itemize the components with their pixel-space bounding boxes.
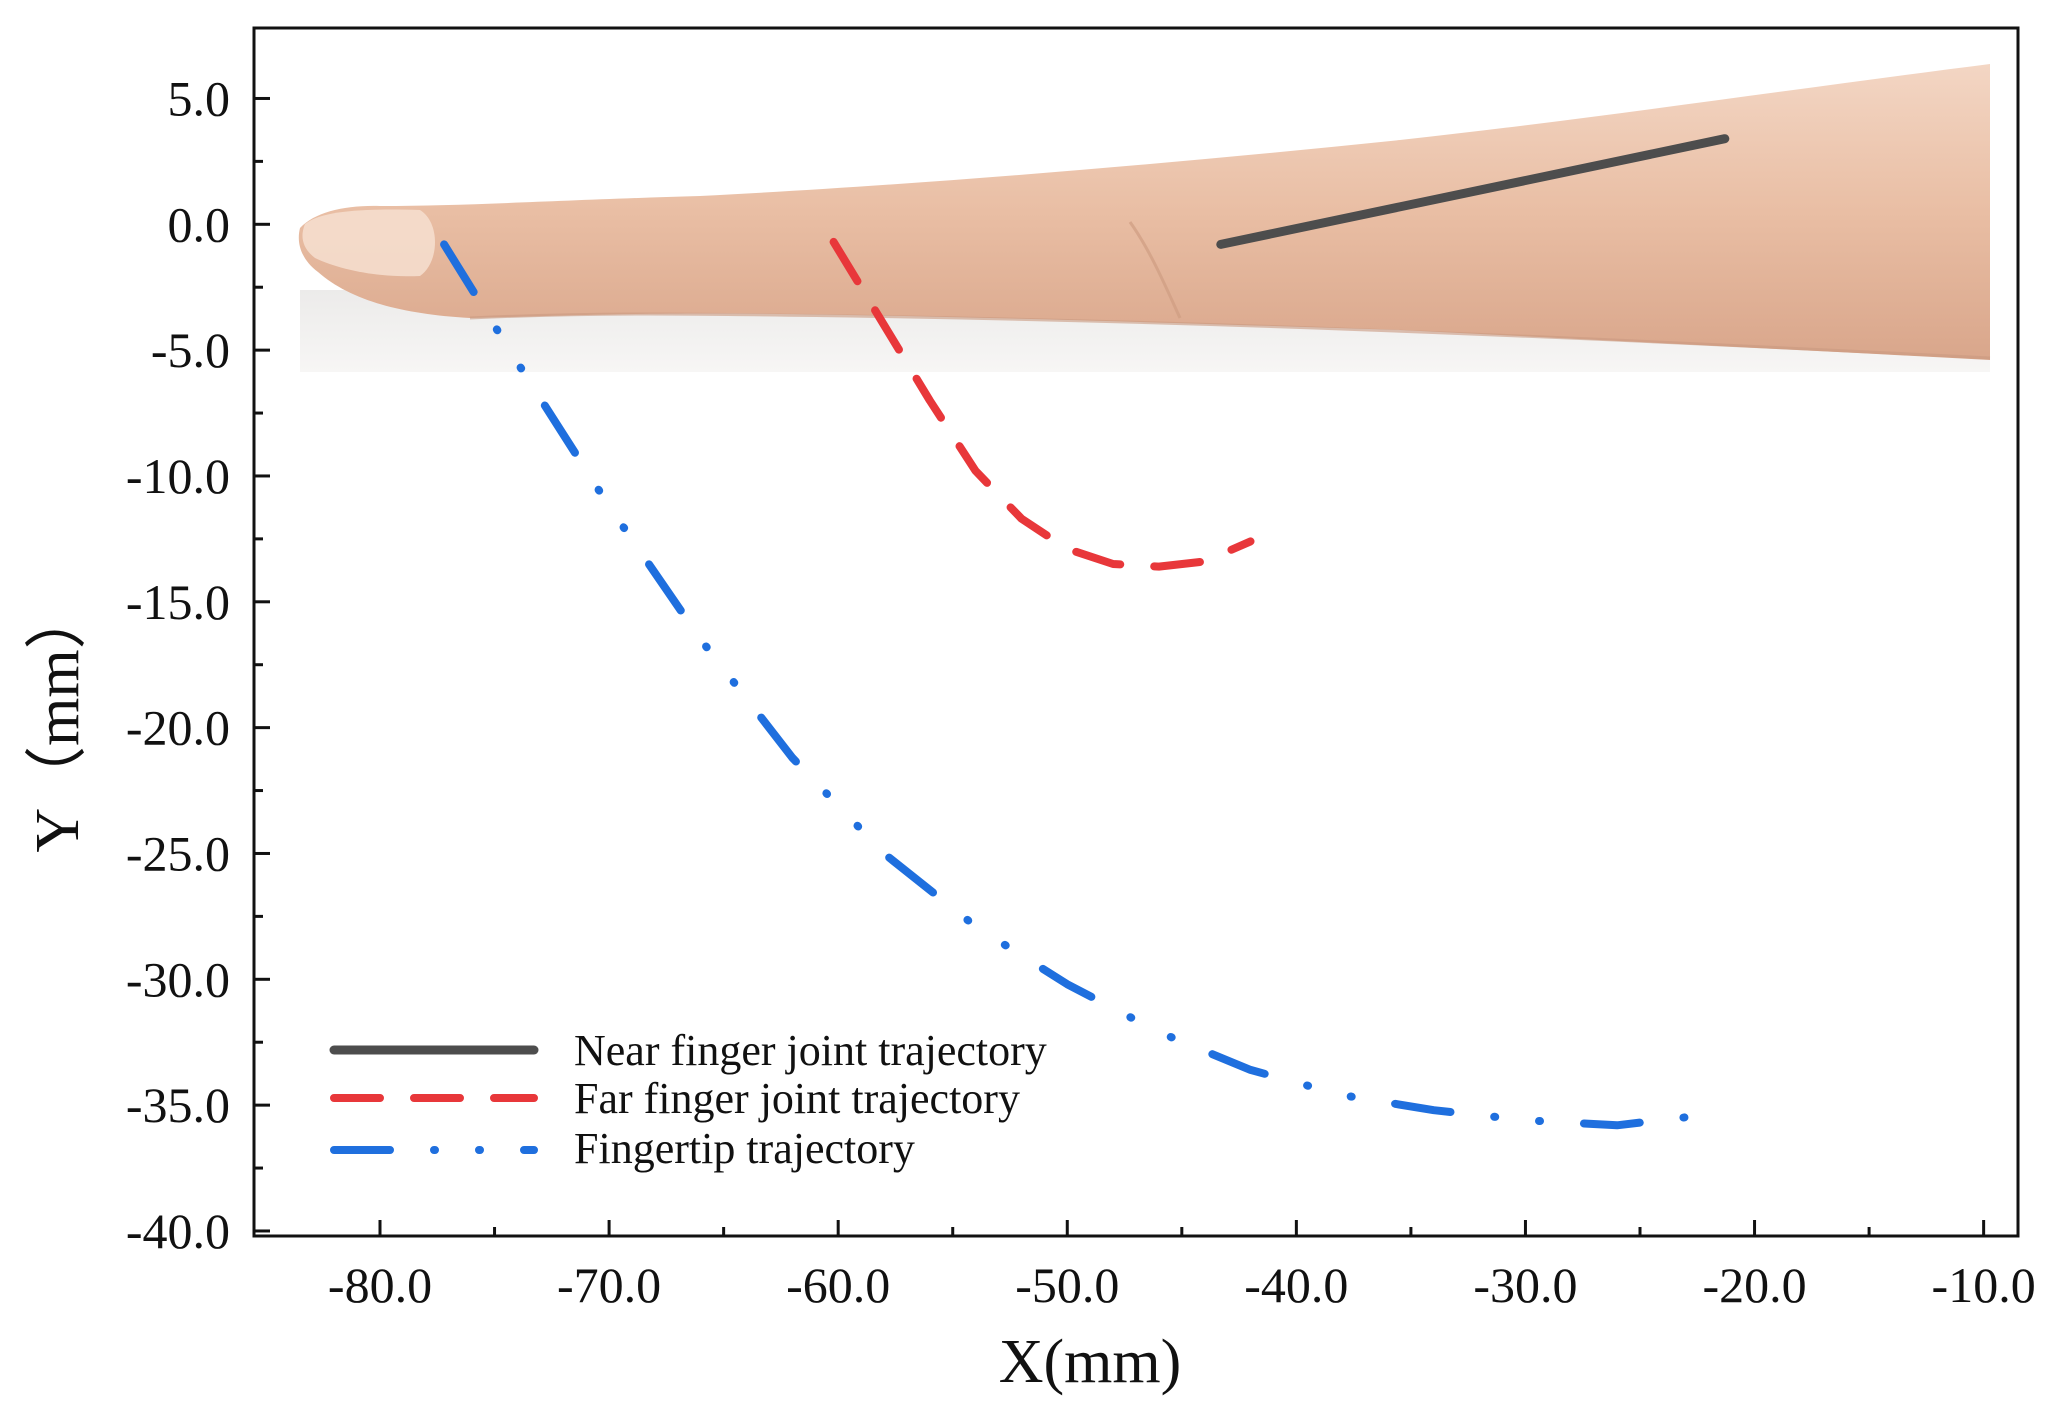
legend-label-far-joint: Far finger joint trajectory: [574, 1074, 1020, 1123]
finger-crease: [1128, 221, 1182, 319]
y-tick-label: 0.0: [168, 196, 231, 252]
y-tick-label: -5.0: [151, 322, 230, 378]
plot-frame: [252, 26, 2020, 1238]
y-tick-label: -10.0: [126, 448, 230, 504]
x-tick-label: -10.0: [1932, 1257, 2036, 1313]
y-tick-label: -35.0: [126, 1077, 230, 1133]
legend-label-fingertip: Fingertip trajectory: [574, 1124, 915, 1173]
x-tick-label: -60.0: [786, 1257, 890, 1313]
y-tick-label: -25.0: [126, 825, 230, 881]
legend-label-near-joint: Near finger joint trajectory: [574, 1026, 1047, 1075]
series-line-far-finger-joint-trajectory: [829, 237, 1255, 571]
x-tick-label: -70.0: [557, 1257, 661, 1313]
finger-photo: [298, 64, 1991, 372]
legend: Near finger joint trajectory Far finger …: [329, 1026, 1047, 1173]
x-tick-label: -40.0: [1244, 1257, 1348, 1313]
x-axis: -80.0 -70.0 -60.0 -50.0 -40.0 -30.0 -20.0 -10.0: [328, 1220, 2036, 1313]
finger-shape: [298, 64, 1990, 360]
fingernail: [302, 209, 435, 277]
finger-lower-edge: [469, 312, 1991, 360]
y-tick-label: -15.0: [126, 574, 230, 630]
series-line-fingertip-trajectory: [440, 240, 1729, 1130]
x-tick-label: -50.0: [1015, 1257, 1119, 1313]
x-tick-label: -30.0: [1473, 1257, 1577, 1313]
y-tick-label: -30.0: [126, 951, 230, 1007]
y-tick-label: -20.0: [126, 700, 230, 756]
x-tick-label: -20.0: [1702, 1257, 1806, 1313]
series-line-near-finger-joint-trajectory: [1216, 134, 1730, 249]
y-axis-title: Y（mm）: [24, 587, 92, 852]
x-tick-label: -80.0: [328, 1257, 432, 1313]
series-layer: [440, 134, 1730, 1130]
y-tick-label: 5.0: [168, 70, 231, 126]
y-tick-label: -40.0: [126, 1203, 230, 1259]
y-axis: 5.0 0.0 -5.0 -10.0 -15.0 -20.0 -25.0 -30.0 -35.0…: [126, 70, 270, 1259]
x-axis-title: X(mm): [999, 1328, 1182, 1396]
